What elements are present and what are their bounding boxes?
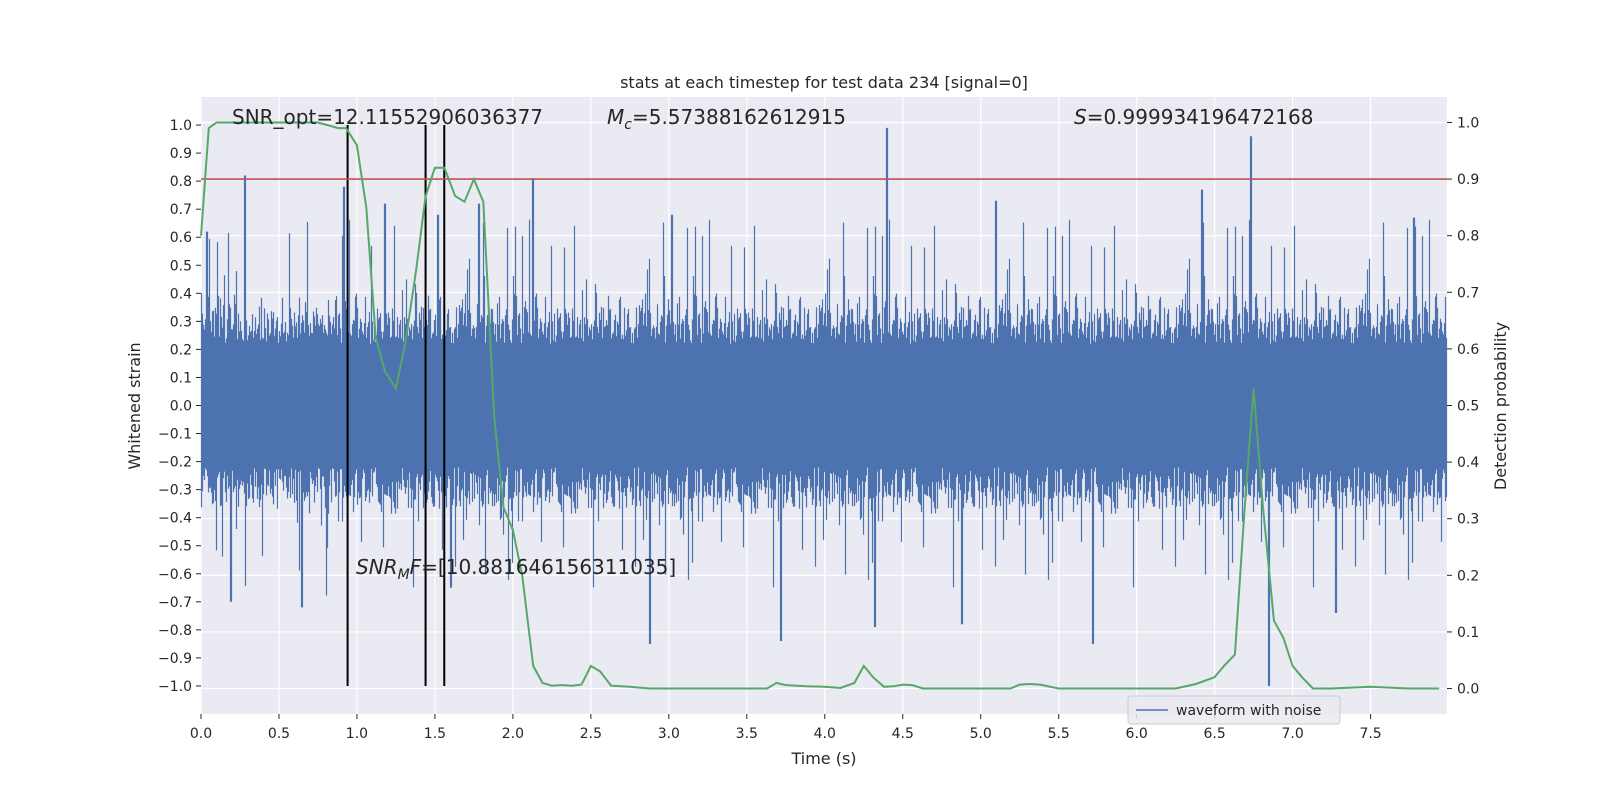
x-tick-label-6: 3.0 bbox=[658, 726, 680, 742]
y-axis-right-ticks: 1.0 0.9 0.8 0.7 0.6 0.5 0.4 0.3 0.2 0.1 0.0 bbox=[1447, 115, 1479, 698]
legend-entry-waveform: waveform with noise bbox=[1176, 703, 1321, 719]
y-tick-label-5: 0.5 bbox=[170, 258, 192, 274]
y-right-tick-label-10: 0.0 bbox=[1457, 682, 1479, 698]
y-tick-label-13: −0.3 bbox=[158, 483, 192, 499]
annotation-chirp-mass-sub: c bbox=[624, 117, 632, 133]
x-tick-label-4: 2.0 bbox=[502, 726, 524, 742]
y-tick-label-9: 0.1 bbox=[170, 370, 192, 386]
annotation-snr-mf-tail: F bbox=[410, 555, 422, 579]
x-tick-label-9: 4.5 bbox=[892, 726, 914, 742]
y-tick-label-4: 0.6 bbox=[170, 230, 192, 246]
x-tick-label-15: 7.5 bbox=[1359, 726, 1381, 742]
y-tick-label-17: −0.7 bbox=[158, 595, 192, 611]
y-right-tick-label-6: 0.4 bbox=[1457, 455, 1479, 471]
annotation-chirp-mass-symbol: M bbox=[607, 105, 624, 129]
x-tick-label-10: 5.0 bbox=[970, 726, 992, 742]
x-tick-label-0: 0.0 bbox=[190, 726, 212, 742]
x-tick-label-14: 7.0 bbox=[1281, 726, 1303, 742]
annotation-s-value: =0.999934196472168 bbox=[1087, 105, 1314, 129]
y-right-tick-label-7: 0.3 bbox=[1457, 512, 1479, 528]
annotation-snr-mf-symbol: SNR bbox=[356, 555, 398, 579]
chart-title: stats at each timestep for test data 234… bbox=[620, 73, 1028, 92]
y-right-tick-label-4: 0.6 bbox=[1457, 342, 1479, 358]
x-tick-label-8: 4.0 bbox=[814, 726, 836, 742]
annotation-chirp-mass-value: =5.57388162612915 bbox=[632, 105, 846, 129]
y-right-tick-label-5: 0.5 bbox=[1457, 399, 1479, 415]
y-tick-label-8: 0.2 bbox=[170, 342, 192, 358]
x-tick-label-1: 0.5 bbox=[268, 726, 290, 742]
y-tick-label-7: 0.3 bbox=[170, 314, 192, 330]
y-tick-label-14: −0.4 bbox=[158, 511, 192, 527]
y-tick-label-2: 0.8 bbox=[170, 174, 192, 190]
legend-box bbox=[1127, 695, 1341, 725]
y-tick-label-10: 0.0 bbox=[170, 399, 192, 415]
x-tick-label-3: 1.5 bbox=[424, 726, 446, 742]
waveform-series bbox=[200, 127, 1448, 686]
annotation-s-symbol: S bbox=[1074, 105, 1087, 129]
y-tick-label-0: 1.0 bbox=[170, 118, 192, 134]
y-axis-right-label: Detection probability bbox=[1491, 322, 1510, 490]
y-tick-label-3: 0.7 bbox=[170, 202, 192, 218]
annotation-snr-mf-value: =[10.881646156311035] bbox=[421, 555, 676, 579]
x-tick-label-11: 5.5 bbox=[1048, 726, 1070, 742]
legend: waveform with noise bbox=[1127, 695, 1341, 725]
annotation-s: S=0.999934196472168 bbox=[1074, 105, 1313, 129]
x-axis-label: Time (s) bbox=[790, 749, 856, 768]
annotation-snr-opt: SNR_opt=12.11552906036377 bbox=[232, 105, 543, 129]
y-tick-label-20: −1.0 bbox=[158, 679, 192, 695]
y-right-tick-label-8: 0.2 bbox=[1457, 568, 1479, 584]
y-tick-label-12: −0.2 bbox=[158, 455, 192, 471]
x-tick-label-7: 3.5 bbox=[736, 726, 758, 742]
y-tick-label-6: 0.4 bbox=[170, 286, 192, 302]
x-tick-label-12: 6.0 bbox=[1126, 726, 1148, 742]
vertical-markers bbox=[346, 125, 446, 686]
y-right-tick-label-2: 0.8 bbox=[1457, 229, 1479, 245]
y-right-tick-label-3: 0.7 bbox=[1457, 285, 1479, 301]
y-right-tick-label-1: 0.9 bbox=[1457, 172, 1479, 188]
x-tick-label-13: 6.5 bbox=[1204, 726, 1226, 742]
annotation-chirp-mass: Mc=5.57388162612915 bbox=[607, 105, 846, 133]
y-axis-ticks: 1.0 0.9 0.8 0.7 0.6 0.5 0.4 0.3 0.2 0.1 0.0 −0.1 −0.… bbox=[158, 118, 201, 695]
y-tick-label-19: −0.9 bbox=[158, 651, 192, 667]
waveform-line bbox=[200, 127, 1448, 686]
y-tick-label-11: −0.1 bbox=[158, 427, 192, 443]
y-tick-label-18: −0.8 bbox=[158, 623, 192, 639]
y-right-tick-label-9: 0.1 bbox=[1457, 625, 1479, 641]
x-axis-ticks: 0.0 0.5 1.0 1.5 2.0 2.5 3.0 3.5 4.0 4.5 5.0 5.5 6.0 6… bbox=[190, 714, 1382, 742]
x-tick-label-2: 1.0 bbox=[346, 726, 368, 742]
y-tick-label-1: 0.9 bbox=[170, 146, 192, 162]
y-tick-label-15: −0.5 bbox=[158, 539, 192, 555]
probability-series bbox=[200, 121, 1440, 690]
x-tick-label-5: 2.5 bbox=[580, 726, 602, 742]
annotation-snr-mf: SNRMF=[10.881646156311035] bbox=[356, 555, 676, 583]
annotation-snr-mf-sub: M bbox=[398, 567, 410, 583]
y-right-tick-label-0: 1.0 bbox=[1457, 115, 1479, 131]
probability-line bbox=[200, 121, 1440, 690]
y-tick-label-16: −0.6 bbox=[158, 567, 192, 583]
y-axis-label: Whitened strain bbox=[125, 342, 144, 469]
